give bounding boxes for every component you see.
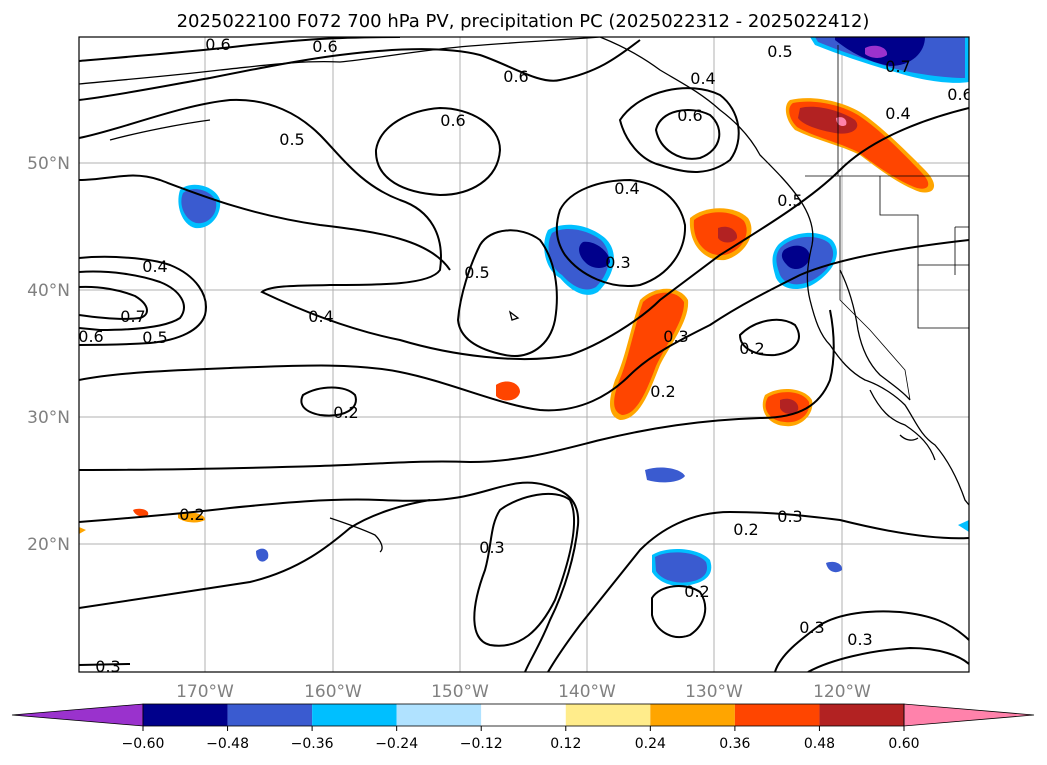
contour-label: 0.3 [847,630,872,649]
lon-label: 170°W [176,682,234,702]
colorbar-tick-label: −0.24 [375,736,418,752]
contour-label: 0.5 [464,263,489,282]
contour-label: 0.6 [503,67,528,86]
contour-label: 0.6 [947,85,972,104]
contour-label: 0.7 [885,57,910,76]
colorbar-tick-label: 0.12 [550,736,581,752]
colorbar-segment [819,704,904,726]
lon-label: 120°W [813,682,871,702]
colorbar-segment [312,704,397,726]
contour-label: 0.3 [777,507,802,526]
contour-label: 0.4 [308,307,333,326]
contour-label: 0.3 [663,327,688,346]
contour-label: 0.2 [650,382,675,401]
colorbar-segment [734,704,820,726]
lat-label: 20°N [27,535,70,555]
colorbar: −0.60 −0.48 −0.36 −0.24 −0.12 0.12 0.24 0.36 0.4… [11,703,1035,752]
colorbar-tick-label: 0.60 [888,736,919,752]
lon-label: 130°W [685,682,743,702]
colorbar-segment [565,704,651,726]
contour-labels: 0.6 0.6 0.6 0.6 0.5 0.4 0.6 0.5 0.7 0.6 … [78,35,972,676]
colorbar-extension-high [903,703,1035,727]
contour-label: 0.5 [767,42,792,61]
contour-label: 0.4 [142,257,167,276]
contour-label: 0.3 [95,657,120,676]
contour-label: 0.6 [312,37,337,56]
contour-label: 0.2 [179,505,204,524]
contour-label: 0.6 [440,111,465,130]
lon-label: 160°W [304,682,362,702]
contour-label: 0.7 [120,307,145,326]
lon-label: 150°W [431,682,489,702]
colorbar-segment [227,704,313,726]
colorbar-extension-low [11,703,144,727]
coastlines [79,37,969,553]
colorbar-segment [396,704,482,726]
colorbar-tick-label: −0.60 [122,736,165,752]
lat-label: 50°N [27,154,70,174]
contour-label: 0.4 [614,179,639,198]
contour-label: 0.5 [279,130,304,149]
map-frame [78,36,970,673]
contour-label: 0.2 [333,403,358,422]
pv-contours [79,37,969,672]
contour-label: 0.3 [605,253,630,272]
lat-label: 40°N [27,281,70,301]
precipitation-shading [79,37,969,587]
contour-label: 0.6 [205,35,230,54]
contour-label: 0.3 [799,618,824,637]
colorbar-tick-label: −0.12 [460,736,503,752]
lat-label: 30°N [27,408,70,428]
colorbar-tick-label: −0.48 [206,736,249,752]
colorbar-outline [142,703,905,727]
lon-label: 140°W [558,682,616,702]
contour-label: 0.5 [777,191,802,210]
latitude-labels: 50°N 40°N 30°N 20°N [27,154,70,555]
contour-label: 0.2 [684,582,709,601]
contour-label: 0.6 [78,327,103,346]
colorbar-tick-label: 0.48 [804,736,835,752]
contour-label: 0.5 [142,328,167,347]
contour-label: 0.4 [690,69,715,88]
contour-label: 0.2 [739,339,764,358]
colorbar-tick-label: 0.24 [635,736,666,752]
colorbar-segment [481,704,566,726]
colorbar-tick-label: 0.36 [719,736,750,752]
contour-label: 0.4 [885,104,910,123]
contour-label: 0.3 [479,538,504,557]
contour-label: 0.6 [677,106,702,125]
colorbar-segment [650,704,735,726]
contour-label: 0.2 [733,520,758,539]
colorbar-segment [143,704,228,726]
colorbar-tick-label: −0.36 [291,736,334,752]
longitude-labels: 170°W 160°W 150°W 140°W 130°W 120°W [176,682,871,702]
figure-title: 2025022100 F072 700 hPa PV, precipitatio… [177,11,870,32]
